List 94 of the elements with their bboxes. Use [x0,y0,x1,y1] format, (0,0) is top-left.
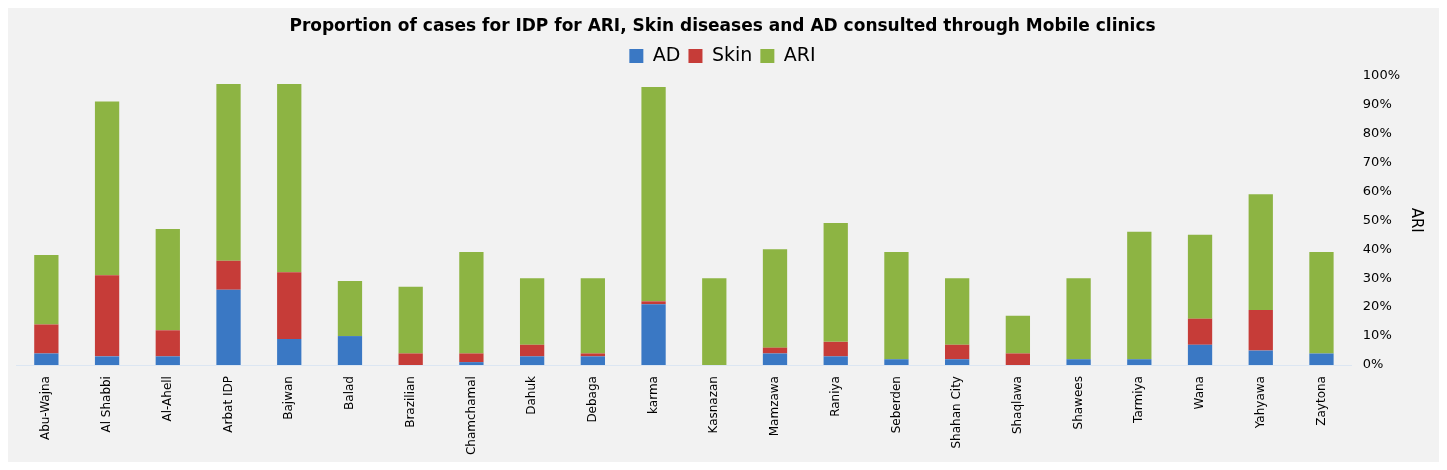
y-tick-label: 80% [1362,124,1392,140]
bar [945,344,970,360]
bar [823,341,848,357]
y-tick-label: 100% [1362,66,1401,82]
bar [580,353,605,357]
bar [277,272,302,339]
x-tick-label: Shahan City [949,376,964,449]
x-tick-label: Bajwan [281,376,296,420]
bar [155,356,180,366]
y-tick-label: 10% [1362,327,1392,343]
bar [34,254,59,325]
x-tick-label: Shaqlawa [1010,376,1024,435]
bar [1309,353,1334,366]
bar [945,359,970,366]
bar [519,344,545,357]
y-tick-label: 20% [1362,298,1392,314]
bar [34,324,59,354]
bar [459,353,484,363]
bar [155,330,180,357]
bar [1127,231,1152,360]
bar [1309,252,1334,354]
bar [945,278,970,345]
x-tick-label: Wana [1192,376,1207,410]
bar [398,353,423,366]
bar [277,338,302,366]
x-tick-label: Brazilian [402,376,417,428]
bar [1005,315,1031,354]
bar [94,275,120,357]
bar [1127,359,1152,366]
legend-label: Skin [711,42,753,65]
bar [155,228,180,331]
y-tick-label: 90% [1362,95,1392,111]
y-tick-label: 60% [1362,182,1392,198]
bar [337,281,363,337]
legend-label: AD [652,42,681,65]
bar [1248,350,1273,366]
bar [1187,318,1213,345]
x-tick-label: Raniya [827,376,842,417]
x-tick-label: Arbat IDP [220,376,235,433]
bar [94,101,120,276]
x-tick-label: karma [645,376,660,414]
bar [277,84,302,273]
bar [1187,234,1213,319]
bar [216,84,241,261]
x-tick-label: Chamchamal [463,376,478,456]
x-tick-label: Al Shabbi [99,376,114,433]
bar [519,278,545,345]
bar [884,252,909,360]
x-tick-label: Tarmiya [1131,376,1146,424]
bar [337,336,363,366]
y-tick-label: 0% [1362,356,1384,372]
y-tick-label: 40% [1362,240,1392,256]
bar [1248,310,1273,351]
bar [459,252,484,354]
bar [459,362,484,366]
bar [398,286,423,354]
y-tick-label: 30% [1362,269,1392,285]
bar [641,304,666,366]
bar [1248,194,1273,311]
x-tick-label: Dahuk [524,376,539,415]
bar [580,356,605,366]
bar [34,353,59,366]
bar [1005,353,1031,366]
x-tick-label: Debaga [584,376,599,423]
bar [823,356,848,366]
legend-label: ARI [783,42,816,65]
bar [702,278,727,366]
x-tick-label: Balad [342,376,357,410]
bar [641,86,666,302]
bar [762,249,788,348]
bar [641,301,666,305]
x-tick-label: Shawees [1070,376,1085,430]
bar [1187,344,1213,366]
bar [1066,278,1091,360]
x-tick-label: Seberden [888,376,903,434]
chart-title: Proportion of cases for IDP for ARI, Skin diseases and AD consulted through Mobile clinics [289,14,1156,35]
bar [216,260,241,290]
bar [580,278,605,354]
x-tick-label: Mamzawa [767,376,782,437]
bar [762,353,788,366]
x-tick-label: Al-Ahell [159,376,174,422]
bar [216,289,241,366]
y-axis-title: ARI [1408,207,1427,233]
x-tick-label: Zaytona [1313,376,1328,426]
x-tick-label: Kasnazan [706,376,721,434]
y-tick-label: 50% [1362,211,1392,227]
bar [519,356,545,366]
bar [884,359,909,366]
y-tick-label: 70% [1362,153,1392,169]
bar [823,223,848,342]
bar [1066,359,1091,366]
x-tick-label: Abu-Wajna [38,376,53,441]
x-tick-label: Yahyawa [1252,376,1267,430]
bar [94,356,120,366]
